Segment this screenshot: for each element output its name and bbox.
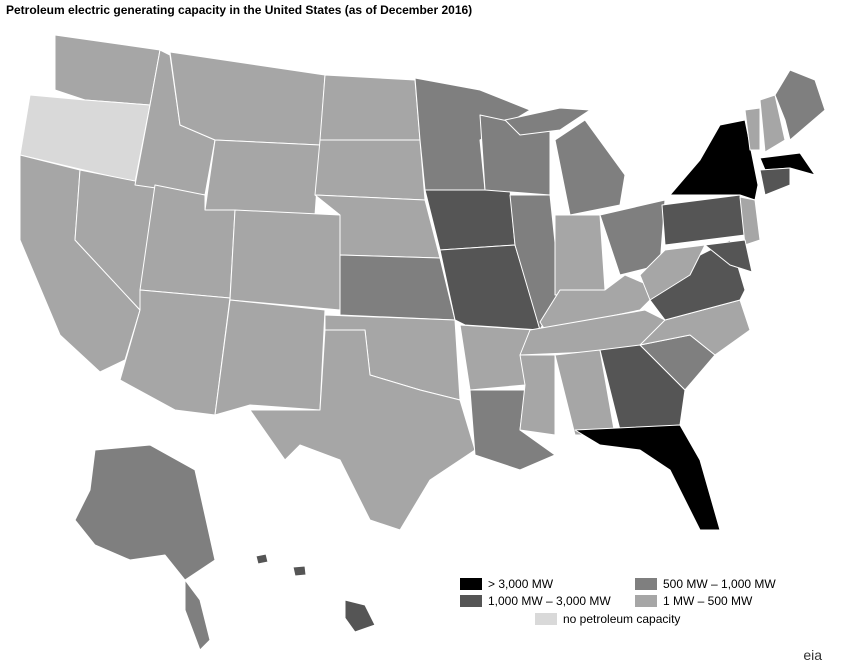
state	[519, 354, 556, 436]
legend-swatch	[460, 578, 482, 590]
legend: > 3,000 MW 1,000 MW – 3,000 MW 500 MW – 1,…	[460, 577, 776, 626]
state	[255, 553, 269, 565]
state	[414, 77, 531, 191]
state	[54, 34, 161, 106]
state	[249, 329, 476, 531]
state	[184, 579, 211, 651]
legend-label: 500 MW – 1,000 MW	[663, 577, 776, 591]
state	[314, 139, 426, 201]
state	[344, 599, 376, 633]
state	[292, 565, 307, 577]
legend-label: 1 MW – 500 MW	[663, 594, 753, 608]
state	[204, 139, 321, 216]
legend-label: 1,000 MW – 3,000 MW	[488, 594, 611, 608]
state	[214, 299, 326, 416]
state	[169, 51, 326, 146]
state	[554, 119, 626, 216]
state	[74, 444, 216, 581]
legend-swatch	[535, 613, 557, 625]
title: Petroleum electric generating capacity i…	[6, 3, 472, 17]
state	[639, 244, 706, 301]
legend-swatch	[635, 578, 657, 590]
legend-label: > 3,000 MW	[488, 577, 554, 591]
state	[759, 152, 816, 176]
state	[744, 107, 761, 151]
states	[19, 34, 826, 651]
legend-swatch	[460, 595, 482, 607]
state	[669, 119, 759, 201]
state	[759, 167, 791, 196]
state	[661, 194, 746, 246]
state	[554, 214, 606, 296]
legend-swatch	[635, 595, 657, 607]
state	[339, 254, 456, 321]
legend-label: no petroleum capacity	[563, 612, 680, 626]
state	[759, 94, 786, 153]
state	[319, 74, 421, 141]
state	[229, 209, 341, 311]
state	[739, 196, 761, 246]
state	[599, 344, 686, 431]
logo: eia	[803, 647, 822, 663]
state	[774, 69, 826, 141]
state	[504, 107, 591, 136]
state	[424, 189, 516, 251]
state	[574, 424, 721, 531]
state	[704, 239, 753, 273]
